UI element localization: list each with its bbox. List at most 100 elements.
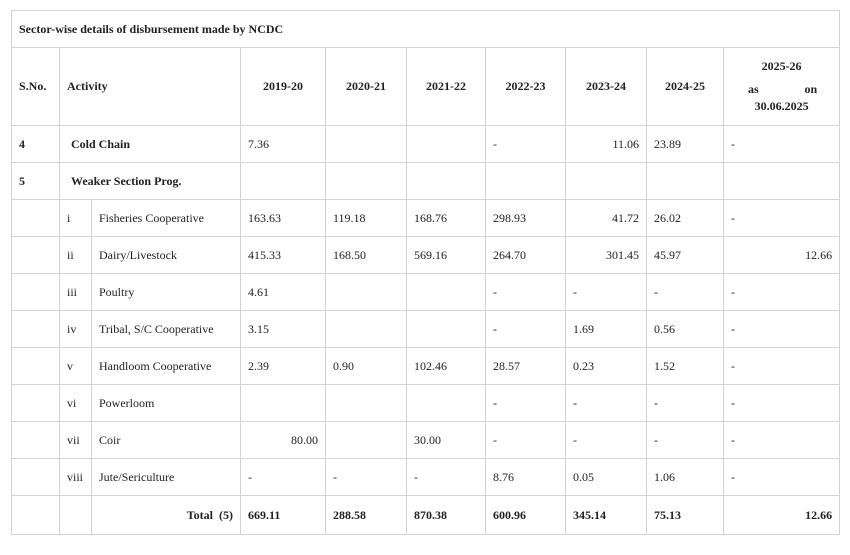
cell-2020-21 (325, 273, 407, 311)
cell-2021-22 (406, 125, 486, 163)
cell-2022-23: - (485, 125, 566, 163)
cell-activity: Tribal, S/C Cooperative (91, 310, 241, 348)
cell-2020-21: - (325, 458, 407, 496)
cell-2020-21: 0.90 (325, 347, 407, 385)
table-row-dairy: ii Dairy/Livestock 415.33 168.50 569.16 … (11, 236, 841, 274)
cell-2023-24: 0.05 (565, 458, 647, 496)
disbursement-table-container: Sector-wise details of disbursement made… (10, 10, 841, 535)
total-2021-22: 870.38 (406, 495, 486, 535)
cell-2021-22: 569.16 (406, 236, 486, 274)
cell-sno (11, 384, 60, 422)
cell-2025-26: - (722, 421, 841, 459)
header-row: S.No. Activity 2019-20 2020-21 2021-22 2… (11, 47, 841, 126)
header-2020-21: 2020-21 (325, 47, 407, 126)
cell-2021-22 (406, 162, 486, 200)
total-label: Total (5) (91, 495, 241, 535)
header-2022-23: 2022-23 (485, 47, 566, 126)
header-2019-20: 2019-20 (240, 47, 326, 126)
table-row-tribal: iv Tribal, S/C Cooperative 3.15 - 1.69 0… (11, 310, 841, 348)
table-title: Sector-wise details of disbursement made… (10, 10, 841, 48)
cell-activity: Weaker Section Prog. (59, 162, 241, 200)
cell-2025-26: - (722, 125, 841, 163)
header-2021-22: 2021-22 (406, 47, 486, 126)
cell-sno (11, 273, 60, 311)
cell-2019-20: 2.39 (240, 347, 326, 385)
cell-2024-25: 1.06 (646, 458, 724, 496)
cell-activity: Dairy/Livestock (91, 236, 241, 274)
cell-2024-25: 45.97 (646, 236, 724, 274)
table-row-poultry: iii Poultry 4.61 - - - - (11, 273, 841, 311)
header-sno: S.No. (11, 47, 60, 126)
cell-2021-22 (406, 310, 486, 348)
cell-2022-23 (485, 162, 566, 200)
total-2022-23: 600.96 (485, 495, 566, 535)
cell-2025-26: - (722, 199, 841, 237)
cell-2021-22 (406, 273, 486, 311)
total-2023-24: 345.14 (565, 495, 647, 535)
cell-activity: Powerloom (91, 384, 241, 422)
cell-2019-20 (240, 162, 326, 200)
cell-2025-26: 12.66 (722, 236, 841, 274)
cell-2025-26: - (722, 347, 841, 385)
cell-2024-25: - (646, 421, 724, 459)
table-row-coir: vii Coir 80.00 30.00 - - - - (11, 421, 841, 459)
header-activity: Activity (59, 47, 241, 126)
cell-2021-22: 30.00 (406, 421, 486, 459)
cell-2024-25: - (646, 273, 724, 311)
table-row-fisheries: i Fisheries Cooperative 163.63 119.18 16… (11, 199, 841, 237)
cell-2019-20: 415.33 (240, 236, 326, 274)
title-row: Sector-wise details of disbursement made… (10, 10, 841, 48)
cell-2025-26: - (722, 310, 841, 348)
cell-2025-26: - (722, 384, 841, 422)
cell-roman-numeral: ii (59, 236, 92, 274)
cell-2020-21 (325, 162, 407, 200)
cell-2019-20: 4.61 (240, 273, 326, 311)
cell-2024-25: 26.02 (646, 199, 724, 237)
cell-2023-24: 301.45 (565, 236, 647, 274)
header-2023-24: 2023-24 (565, 47, 647, 126)
total-2020-21: 288.58 (325, 495, 407, 535)
cell-2022-23: - (485, 384, 566, 422)
cell-2024-25: - (646, 384, 724, 422)
cell-roman-numeral: viii (59, 458, 92, 496)
cell-2023-24: 41.72 (565, 199, 647, 237)
cell-activity: Coir (91, 421, 241, 459)
cell-activity: Jute/Sericulture (91, 458, 241, 496)
cell-2021-22: 102.46 (406, 347, 486, 385)
cell-2019-20: - (240, 458, 326, 496)
cell-2023-24: - (565, 421, 647, 459)
cell-2025-26: - (722, 273, 841, 311)
cell-2021-22: 168.76 (406, 199, 486, 237)
cell-2019-20: 7.36 (240, 125, 326, 163)
cell-2025-26 (722, 162, 841, 200)
table-row-cold-chain: 4 Cold Chain 7.36 - 11.06 23.89 - (11, 125, 841, 163)
cell-2020-21 (325, 384, 407, 422)
header-as-word: as (748, 82, 759, 96)
cell-sno (11, 347, 60, 385)
cell-2019-20: 163.63 (240, 199, 326, 237)
cell-2024-25 (646, 162, 724, 200)
header-2025-26-date: 30.06.2025 (754, 99, 809, 113)
cell-2022-23: 298.93 (485, 199, 566, 237)
cell-2019-20 (240, 384, 326, 422)
cell-2024-25: 0.56 (646, 310, 724, 348)
header-2024-25: 2024-25 (646, 47, 724, 126)
cell-activity: Poultry (91, 273, 241, 311)
cell-2025-26: - (722, 458, 841, 496)
cell-2022-23: - (485, 273, 566, 311)
cell-2022-23: - (485, 421, 566, 459)
cell-2020-21: 119.18 (325, 199, 407, 237)
cell-roman-numeral: iv (59, 310, 92, 348)
cell-2023-24: 0.23 (565, 347, 647, 385)
total-2019-20: 669.11 (240, 495, 326, 535)
cell-2020-21: 168.50 (325, 236, 407, 274)
cell-sno (11, 310, 60, 348)
cell-sno (11, 236, 60, 274)
header-2025-26-as-on: as on (725, 82, 839, 97)
cell-2023-24: - (565, 384, 647, 422)
disbursement-table: Sector-wise details of disbursement made… (10, 10, 841, 535)
cell-activity: Cold Chain (59, 125, 241, 163)
table-row-total: Total (5) 669.11 288.58 870.38 600.96 34… (11, 495, 841, 535)
cell-2022-23: 8.76 (485, 458, 566, 496)
header-2025-26-year: 2025-26 (761, 59, 802, 73)
